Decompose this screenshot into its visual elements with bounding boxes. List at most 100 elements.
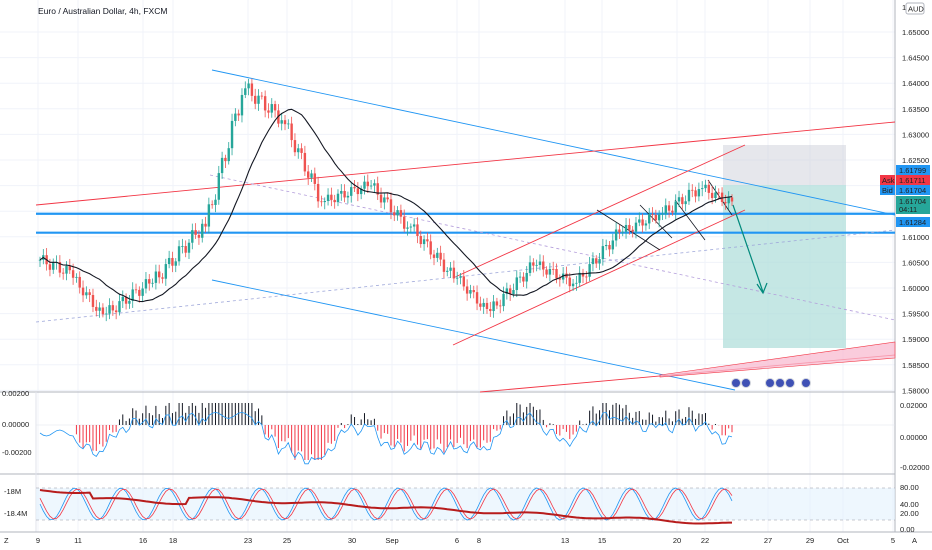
price-label-bg — [896, 204, 930, 214]
candle-up — [52, 262, 55, 270]
price-label: 1.61284 — [899, 218, 926, 227]
candle-down — [654, 214, 658, 221]
candle-up — [638, 219, 641, 223]
candle-up — [644, 223, 648, 226]
candle-up — [396, 210, 399, 216]
candle-down — [204, 223, 207, 227]
price-label-bg — [896, 175, 930, 185]
candle-down — [631, 229, 634, 232]
price-tick: 1.65000 — [902, 28, 929, 37]
price-tick: 1.59500 — [902, 310, 929, 319]
candle-up — [247, 83, 250, 89]
time-tick: 25 — [283, 536, 291, 545]
candle-down — [78, 276, 81, 288]
candle-up — [409, 226, 413, 228]
candle-down — [386, 197, 389, 200]
macd-left-tick: 0.00000 — [2, 420, 29, 429]
candle-up — [714, 192, 717, 199]
candle-down — [475, 292, 479, 304]
time-tick: 5 — [891, 536, 895, 545]
indicator-buttons[interactable] — [731, 378, 811, 388]
candle-up — [422, 239, 426, 245]
candle-down — [316, 183, 320, 202]
stoch-left-tick: -18.4M — [4, 509, 27, 518]
candle-down — [224, 157, 227, 162]
candle-down — [273, 104, 277, 111]
candle-up — [174, 261, 177, 266]
wedge-line — [596, 209, 661, 251]
candle-down — [442, 259, 446, 272]
dashed-trend-b — [209, 174, 896, 321]
candle-down — [568, 277, 571, 287]
stop-zone[interactable] — [723, 145, 846, 185]
time-tick: 11 — [74, 536, 82, 545]
candle-up — [191, 230, 194, 243]
chart-title: Euro / Australian Dollar, 4h, FXCM — [38, 6, 167, 16]
candle-down — [465, 286, 469, 294]
candle-down — [260, 95, 264, 97]
candle-down — [724, 201, 727, 204]
candle-up — [657, 214, 661, 221]
candle-up — [270, 104, 273, 113]
price-label-bg — [896, 196, 930, 206]
macd-left-tick: -0.00200 — [2, 448, 32, 457]
time-axis[interactable]: 9 11 16 18 23 25 30 Sep 6 8 13 15 20 22 27 29 Oct 5 Z A — [4, 536, 917, 545]
candle-down — [330, 194, 333, 200]
stochastic-pane — [36, 487, 895, 525]
time-tick: 23 — [244, 536, 252, 545]
candle-up — [701, 188, 704, 190]
candle-up — [280, 120, 283, 124]
candle-down — [403, 216, 406, 229]
currency-badge-label: AUD — [908, 5, 924, 14]
candle-down — [608, 244, 611, 250]
forecast-arrow-line — [732, 204, 764, 293]
price-label-tag-bg — [880, 185, 895, 195]
candle-down — [157, 271, 161, 278]
price-label: 1.61711 — [899, 176, 926, 185]
candle-up — [664, 205, 667, 214]
candle-down — [671, 210, 674, 213]
candle-down — [197, 234, 201, 238]
indicator-button-icon — [731, 378, 741, 388]
wedge-line — [674, 199, 706, 241]
wedge-line — [707, 179, 733, 216]
candle-up — [207, 204, 211, 227]
drawings-layer[interactable] — [35, 69, 896, 393]
candle-up — [323, 200, 326, 203]
red-trend-line — [35, 121, 896, 206]
target-zone[interactable] — [723, 185, 846, 348]
candlestick-series — [38, 78, 734, 322]
time-corner-left: Z — [4, 536, 9, 545]
candle-down — [651, 214, 654, 216]
candle-up — [677, 197, 681, 202]
indicator-button-icon — [765, 378, 775, 388]
stoch-d-line — [39, 488, 733, 520]
candle-down — [88, 292, 91, 296]
price-tick: 1.60000 — [902, 284, 929, 293]
moving-average-line — [39, 108, 733, 303]
price-tick: 1.59000 — [902, 335, 929, 344]
candle-down — [237, 113, 240, 116]
candle-up — [214, 199, 217, 205]
price-tick: 1.63000 — [902, 130, 929, 139]
candle-down — [710, 192, 714, 199]
candle-up — [98, 307, 101, 311]
forecast-arrow-head — [756, 282, 768, 295]
candle-down — [479, 303, 482, 307]
candle-up — [105, 313, 108, 315]
rising-channel-lower — [452, 209, 746, 346]
candle-up — [144, 279, 148, 289]
candle-up — [502, 293, 505, 307]
candle-down — [585, 276, 588, 278]
stoch-k-line — [39, 487, 733, 521]
candle-up — [244, 88, 247, 95]
time-tick: Sep — [385, 536, 398, 545]
price-label-tag: Bid — [882, 186, 893, 195]
macd-right-tick: 0.00000 — [900, 433, 927, 442]
candle-down — [691, 189, 694, 191]
candle-down — [628, 224, 631, 230]
time-corner-right: A — [912, 536, 917, 545]
time-tick: 16 — [139, 536, 147, 545]
